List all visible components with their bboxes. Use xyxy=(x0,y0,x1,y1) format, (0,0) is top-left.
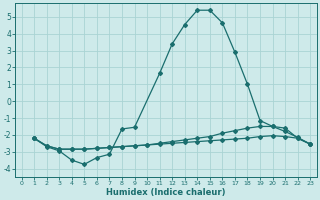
X-axis label: Humidex (Indice chaleur): Humidex (Indice chaleur) xyxy=(106,188,226,197)
